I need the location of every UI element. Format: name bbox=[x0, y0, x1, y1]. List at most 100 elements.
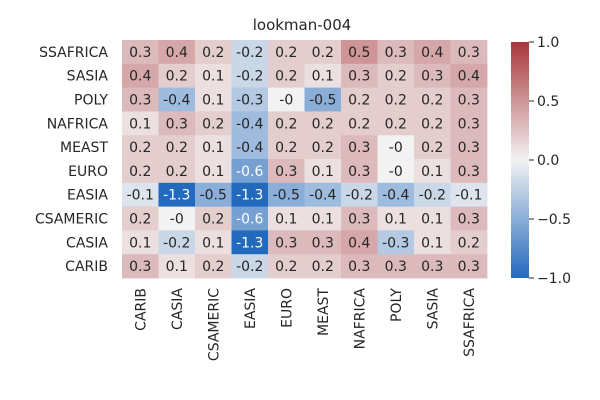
heatmap-cell bbox=[341, 135, 378, 160]
cell-value-label: -0 bbox=[389, 164, 403, 180]
cell-value-label: 0.3 bbox=[458, 164, 480, 180]
cell-value-label: 0.3 bbox=[312, 235, 334, 251]
heatmap-cell bbox=[341, 206, 378, 231]
cell-value-label: 0.2 bbox=[385, 116, 407, 132]
cell-value-label: 0.4 bbox=[421, 45, 443, 61]
heatmap-cell bbox=[304, 87, 342, 112]
heatmap-cell bbox=[231, 254, 269, 279]
cell-value-label: -0.2 bbox=[236, 69, 263, 85]
cell-value-label: -0.5 bbox=[273, 188, 300, 204]
cell-value-label: -0.4 bbox=[236, 116, 263, 132]
cell-value-label: 0.2 bbox=[421, 93, 443, 109]
cell-value-label: 0.2 bbox=[312, 116, 334, 132]
heatmap-cell bbox=[377, 111, 415, 136]
heatmap-cell bbox=[268, 135, 305, 160]
heatmap-cell bbox=[450, 135, 488, 160]
heatmap-cell bbox=[414, 159, 451, 184]
x-tick-label: CARIB bbox=[133, 288, 149, 331]
heatmap-cell bbox=[377, 87, 415, 112]
cell-value-label: 0.1 bbox=[312, 212, 334, 228]
cell-value-label: -1.3 bbox=[163, 188, 190, 204]
cell-value-label: -0.3 bbox=[382, 235, 409, 251]
cell-value-label: 0.1 bbox=[202, 164, 224, 180]
cell-value-label: 0.2 bbox=[202, 45, 224, 61]
heatmap-cells: 0.3 0.4 0.2 -0.2 0.2 0.2 0.5 0.3 0.4 0.3 0.4 0.2 0.1… bbox=[122, 40, 488, 279]
heatmap-cell bbox=[450, 87, 488, 112]
heatmap-cell bbox=[268, 230, 305, 255]
heatmap-cell bbox=[414, 206, 451, 231]
cell-value-label: 0.3 bbox=[348, 69, 370, 85]
cell-value-label: -0.4 bbox=[163, 93, 190, 109]
cell-value-label: 0.1 bbox=[312, 164, 334, 180]
heatmap-cell bbox=[231, 40, 269, 65]
colorbar-tick-label: −0.5 bbox=[537, 212, 571, 228]
cell-value-label: -0.4 bbox=[309, 188, 336, 204]
cell-value-label: 0.3 bbox=[458, 212, 480, 228]
cell-value-label: 0.3 bbox=[275, 164, 297, 180]
cell-value-label: 0.2 bbox=[275, 45, 297, 61]
cell-value-label: 0.1 bbox=[166, 259, 188, 275]
cell-value-label: 0.1 bbox=[421, 164, 443, 180]
cell-value-label: -0 bbox=[279, 93, 293, 109]
heatmap-cell bbox=[341, 159, 378, 184]
cell-value-label: 0.2 bbox=[202, 259, 224, 275]
x-tick-label: CSAMERIC bbox=[206, 288, 222, 361]
heatmap-cell bbox=[122, 206, 159, 231]
heatmap-cell bbox=[268, 87, 305, 112]
cell-value-label: 0.2 bbox=[275, 116, 297, 132]
cell-value-label: -0.2 bbox=[236, 45, 263, 61]
cell-value-label: -0.1 bbox=[127, 188, 154, 204]
y-tick-label: NAFRICA bbox=[47, 116, 109, 132]
cell-value-label: 0.2 bbox=[275, 69, 297, 85]
heatmap-cell bbox=[414, 182, 451, 207]
cell-value-label: 0.2 bbox=[275, 259, 297, 275]
heatmap-cell bbox=[195, 63, 232, 88]
heatmap-cell bbox=[414, 40, 451, 65]
heatmap-cell bbox=[377, 254, 415, 279]
cell-value-label: 0.1 bbox=[312, 69, 334, 85]
cell-value-label: 0.2 bbox=[275, 140, 297, 156]
heatmap-cell bbox=[377, 159, 415, 184]
heatmap-cell bbox=[122, 63, 159, 88]
heatmap-cell bbox=[450, 63, 488, 88]
heatmap-cell bbox=[304, 40, 342, 65]
cell-value-label: 0.2 bbox=[421, 116, 443, 132]
cell-value-label: 0.1 bbox=[202, 140, 224, 156]
y-tick-label: SSAFRICA bbox=[39, 45, 108, 61]
cell-value-label: 0.2 bbox=[166, 164, 188, 180]
y-tick-label: SASIA bbox=[67, 69, 109, 85]
cell-value-label: -0.6 bbox=[236, 164, 263, 180]
cell-value-label: 0.2 bbox=[421, 140, 443, 156]
cell-value-label: 0.3 bbox=[458, 45, 480, 61]
heatmap-cell bbox=[268, 206, 305, 231]
heatmap-cell bbox=[414, 111, 451, 136]
cell-value-label: 0.2 bbox=[385, 93, 407, 109]
heatmap-cell bbox=[268, 40, 305, 65]
heatmap-cell bbox=[450, 206, 488, 231]
cell-value-label: -0.2 bbox=[163, 235, 190, 251]
cell-value-label: 0.3 bbox=[458, 259, 480, 275]
cell-value-label: 0.3 bbox=[421, 69, 443, 85]
cell-value-label: 0.4 bbox=[129, 69, 151, 85]
cell-value-label: -1.3 bbox=[236, 235, 263, 251]
cell-value-label: -0.5 bbox=[200, 188, 227, 204]
cell-value-label: 0.2 bbox=[129, 140, 151, 156]
cell-value-label: -0.3 bbox=[236, 93, 263, 109]
heatmap-cell bbox=[231, 87, 269, 112]
heatmap-cell bbox=[231, 111, 269, 136]
heatmap-cell bbox=[195, 40, 232, 65]
colorbar-ticks: 1.0 0.5 0.0 −0.5 −1.0 bbox=[529, 35, 571, 287]
y-tick-label: CARIB bbox=[65, 259, 108, 275]
colorbar-tick-label: −1.0 bbox=[537, 271, 571, 287]
cell-value-label: -0.6 bbox=[236, 212, 263, 228]
heatmap-cell bbox=[195, 182, 232, 207]
heatmap-cell bbox=[122, 87, 159, 112]
heatmap-cell bbox=[341, 63, 378, 88]
cell-value-label: 0.3 bbox=[348, 259, 370, 275]
heatmap-cell bbox=[231, 206, 269, 231]
heatmap-cell bbox=[304, 206, 342, 231]
y-tick-label: EASIA bbox=[67, 188, 108, 204]
x-tick-label: MEAST bbox=[316, 288, 332, 336]
colorbar bbox=[511, 42, 529, 278]
heatmap-cell bbox=[158, 254, 196, 279]
